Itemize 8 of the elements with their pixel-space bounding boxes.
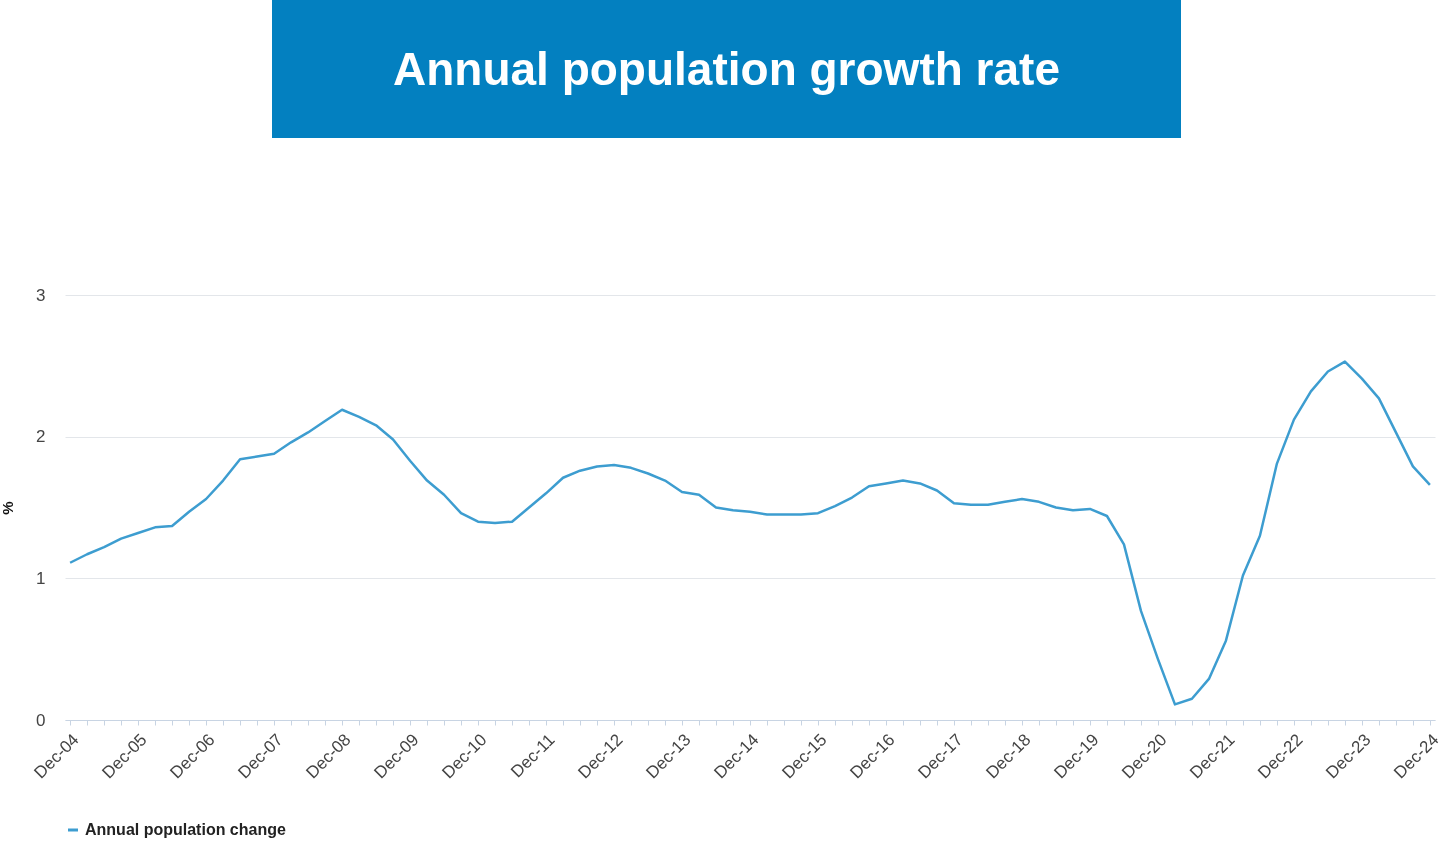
y-tick-label: 3 — [36, 285, 46, 305]
y-axis-title: % — [0, 501, 17, 515]
legend-label: Annual population change — [85, 821, 286, 838]
chart-title: Annual population growth rate — [272, 0, 1181, 138]
y-tick-label: 2 — [36, 427, 46, 447]
line-series — [68, 360, 1432, 706]
y-tick-label: 0 — [36, 710, 46, 730]
y-tick-label: 1 — [36, 568, 46, 588]
